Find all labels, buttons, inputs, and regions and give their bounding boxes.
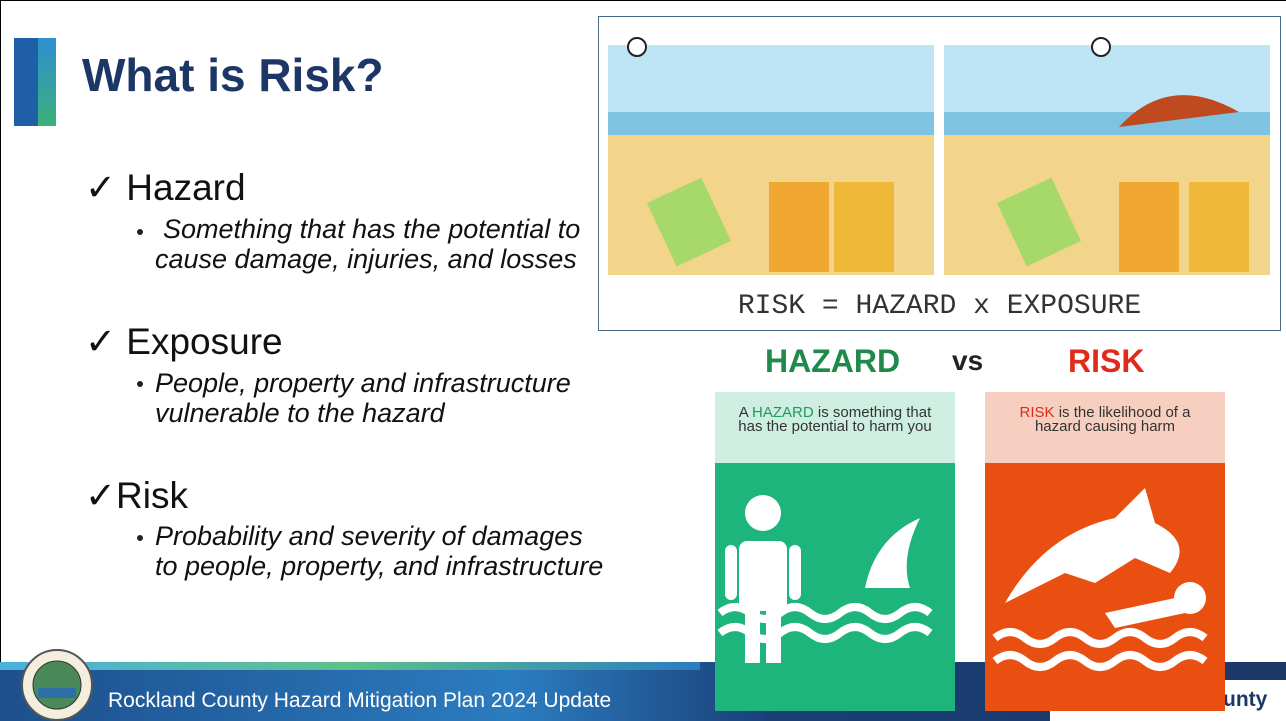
bullet-detail: Something that has the potential to caus…: [155, 214, 605, 274]
hazard-icon: [715, 463, 955, 711]
risk-card-text: RISK is the likelihood of a hazard causi…: [1005, 406, 1205, 434]
county-seal: [20, 648, 94, 721]
vs-label: vs: [952, 345, 983, 377]
accent-bar-green: [38, 38, 56, 126]
bullet-dot: [137, 381, 143, 387]
check: ✓: [85, 321, 116, 362]
risk-heading: RISK: [1068, 343, 1144, 380]
accent-bar: [14, 38, 40, 126]
bullet-label: ✓ Exposure: [85, 320, 283, 363]
label: Risk: [116, 475, 188, 516]
bullet-dot: [137, 535, 143, 541]
panel: [608, 38, 934, 275]
slide: What is Risk? ✓ Hazard Something that ha…: [0, 0, 1286, 721]
hazard-heading: HAZARD: [765, 343, 900, 380]
rest: is the likelihood of a hazard causing ha…: [1035, 404, 1191, 435]
label: Hazard: [126, 167, 245, 208]
slide-title: What is Risk?: [82, 48, 384, 102]
check: ✓: [85, 475, 116, 516]
illustration: RISK = HAZARD x EXPOSURE: [598, 16, 1281, 331]
caption: RISK = HAZARD x EXPOSURE: [599, 291, 1280, 322]
bullet-label: ✓ Hazard: [85, 166, 246, 209]
check: ✓: [85, 167, 116, 208]
risk-icon: [985, 463, 1225, 711]
footer-text: Rockland County Hazard Mitigation Plan 2…: [108, 689, 611, 713]
bullet-detail: Probability and severity of damages to p…: [155, 521, 605, 581]
label: Exposure: [126, 321, 282, 362]
panel: [944, 38, 1270, 275]
footer-stripe: [0, 662, 700, 670]
bullet-dot: [137, 229, 143, 235]
hazard-card-text: A HAZARD is something that has the poten…: [730, 406, 940, 434]
bullet-detail: People, property and infrastructure vuln…: [155, 368, 605, 428]
bullet-label: ✓Risk: [85, 474, 188, 517]
beach-cartoon: [599, 17, 1280, 287]
